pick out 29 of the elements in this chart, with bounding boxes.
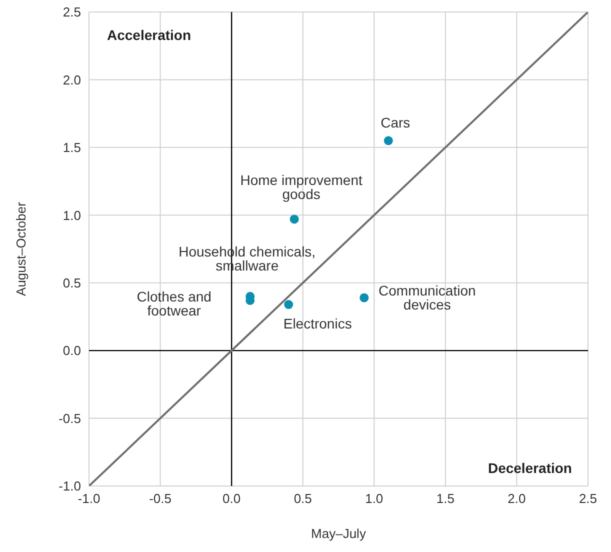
annotation: Cars bbox=[380, 114, 410, 131]
y-tick-label: 2.0 bbox=[62, 72, 81, 88]
x-tick-label: 0.5 bbox=[294, 491, 312, 506]
y-tick-label: 0.5 bbox=[62, 275, 81, 290]
x-tick-label: -1.0 bbox=[78, 491, 100, 506]
x-tick-label: 0.0 bbox=[222, 491, 241, 506]
point bbox=[384, 136, 393, 146]
annotation: Clothes and footwear bbox=[136, 288, 212, 318]
y-tick-label: -0.5 bbox=[58, 410, 81, 426]
annotation: Acceleration bbox=[107, 27, 192, 43]
y-tick-label: -1.0 bbox=[58, 478, 81, 494]
x-tick-label: -0.5 bbox=[149, 491, 172, 506]
annotation: Communication devices bbox=[378, 282, 476, 313]
point bbox=[360, 293, 369, 302]
annotation: Home improvement goods bbox=[240, 172, 362, 202]
y-tick-label: 1.0 bbox=[62, 208, 81, 223]
point bbox=[284, 300, 294, 310]
x-tick-label: 2.0 bbox=[508, 491, 526, 506]
y-tick-label: 0.0 bbox=[62, 343, 81, 358]
y-axis-title: August–October bbox=[14, 201, 29, 296]
y-tick-label: 1.5 bbox=[62, 140, 81, 156]
x-tick-label: 1.0 bbox=[365, 491, 384, 506]
x-tick-label: 2.5 bbox=[578, 491, 598, 506]
x-axis-title: May–July bbox=[311, 526, 366, 541]
annotation: Deceleration bbox=[488, 460, 572, 476]
y-tick-label: 2.5 bbox=[62, 4, 81, 20]
point bbox=[290, 214, 299, 224]
x-tick-label: 1.5 bbox=[436, 491, 454, 506]
annotation: Electronics bbox=[283, 315, 352, 332]
